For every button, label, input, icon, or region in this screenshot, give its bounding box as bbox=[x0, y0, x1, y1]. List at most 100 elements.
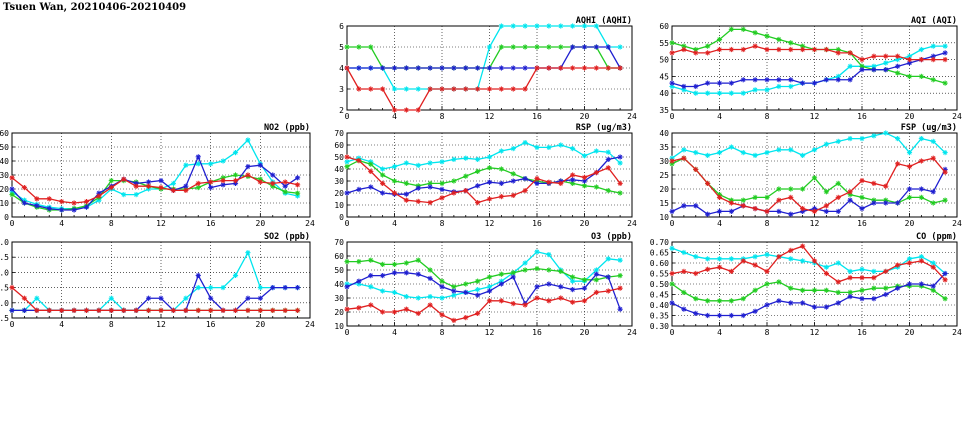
chart-title: CO (ppm) bbox=[916, 232, 957, 242]
data-point bbox=[811, 258, 818, 264]
data-point bbox=[895, 70, 901, 76]
data-point bbox=[498, 281, 504, 287]
data-point bbox=[403, 260, 409, 266]
data-point bbox=[847, 136, 853, 142]
data-point bbox=[270, 172, 276, 178]
y-tick-label: 70 bbox=[334, 238, 344, 247]
data-point bbox=[427, 200, 433, 206]
data-point bbox=[859, 57, 865, 63]
data-point bbox=[475, 287, 481, 293]
data-point bbox=[463, 155, 469, 161]
data-point bbox=[617, 154, 623, 160]
data-point bbox=[71, 307, 77, 313]
data-point bbox=[486, 65, 493, 71]
data-point bbox=[693, 166, 699, 172]
data-point bbox=[558, 284, 564, 290]
data-point bbox=[183, 162, 189, 168]
y-tick-label: 40 bbox=[334, 280, 344, 289]
data-point bbox=[121, 192, 127, 198]
data-point bbox=[716, 312, 723, 319]
y-tick-label: 20 bbox=[334, 189, 344, 198]
data-point bbox=[681, 268, 687, 274]
data-point bbox=[835, 138, 841, 144]
data-point bbox=[522, 267, 528, 273]
y-tick-label: 20 bbox=[659, 185, 669, 194]
data-point bbox=[257, 295, 263, 301]
data-point bbox=[581, 174, 588, 180]
data-point bbox=[439, 65, 445, 71]
data-point bbox=[930, 189, 936, 195]
data-point bbox=[942, 197, 948, 203]
data-point bbox=[847, 63, 853, 69]
data-point bbox=[257, 307, 263, 313]
data-point bbox=[605, 149, 611, 155]
data-point bbox=[546, 44, 552, 50]
series-red bbox=[9, 172, 301, 206]
data-point bbox=[391, 164, 398, 170]
data-point bbox=[427, 160, 433, 166]
data-point bbox=[451, 65, 457, 71]
data-point bbox=[605, 165, 611, 171]
data-point bbox=[788, 256, 794, 262]
y-tick-label: 40 bbox=[0, 157, 9, 166]
data-point bbox=[617, 257, 623, 263]
data-point bbox=[883, 53, 889, 59]
data-point bbox=[257, 179, 263, 185]
y-tick-label: 50 bbox=[0, 143, 9, 152]
data-point bbox=[522, 176, 528, 182]
data-point bbox=[693, 50, 699, 56]
y-tick-label: 1.5 bbox=[0, 284, 9, 293]
data-point bbox=[716, 150, 723, 156]
data-point bbox=[158, 178, 164, 184]
data-point bbox=[486, 274, 493, 280]
data-point bbox=[463, 86, 469, 92]
data-point bbox=[581, 23, 588, 29]
data-point bbox=[871, 63, 877, 69]
data-point bbox=[693, 254, 699, 260]
data-point bbox=[776, 36, 782, 43]
data-point bbox=[788, 46, 794, 53]
data-point bbox=[776, 186, 782, 192]
data-point bbox=[883, 268, 889, 274]
data-point bbox=[716, 256, 723, 262]
data-point bbox=[705, 298, 711, 304]
data-point bbox=[83, 204, 90, 210]
data-point bbox=[752, 206, 758, 212]
data-point bbox=[108, 178, 114, 184]
data-point bbox=[764, 208, 770, 214]
data-point bbox=[475, 200, 481, 206]
x-tick-label: 24 bbox=[627, 219, 637, 228]
data-point bbox=[391, 270, 398, 276]
data-point bbox=[693, 310, 699, 316]
data-point bbox=[498, 23, 504, 29]
data-point bbox=[669, 300, 675, 306]
data-point bbox=[800, 258, 806, 264]
data-point bbox=[208, 307, 214, 313]
x-tick-label: 20 bbox=[580, 112, 590, 121]
data-point bbox=[716, 208, 723, 214]
data-point bbox=[788, 194, 794, 200]
data-point bbox=[617, 160, 623, 166]
data-point bbox=[498, 86, 504, 92]
data-point bbox=[96, 193, 102, 199]
data-point bbox=[486, 288, 493, 294]
data-point bbox=[693, 296, 699, 302]
x-tick-label: 0 bbox=[10, 219, 15, 228]
data-point bbox=[415, 162, 421, 168]
data-point bbox=[728, 46, 734, 53]
data-point bbox=[883, 130, 889, 136]
data-point bbox=[895, 285, 901, 291]
y-tick-label: 0.35 bbox=[650, 312, 669, 321]
data-point bbox=[740, 26, 746, 32]
x-tick-label: 16 bbox=[532, 112, 542, 121]
x-tick-label: 12 bbox=[810, 112, 820, 121]
y-tick-label: 0 bbox=[339, 213, 344, 222]
data-point bbox=[835, 300, 841, 306]
data-point bbox=[170, 187, 177, 193]
data-point bbox=[522, 65, 528, 71]
data-point bbox=[145, 295, 152, 301]
data-point bbox=[534, 295, 540, 301]
data-point bbox=[788, 186, 794, 192]
data-point bbox=[728, 256, 734, 262]
series-red bbox=[344, 65, 623, 113]
